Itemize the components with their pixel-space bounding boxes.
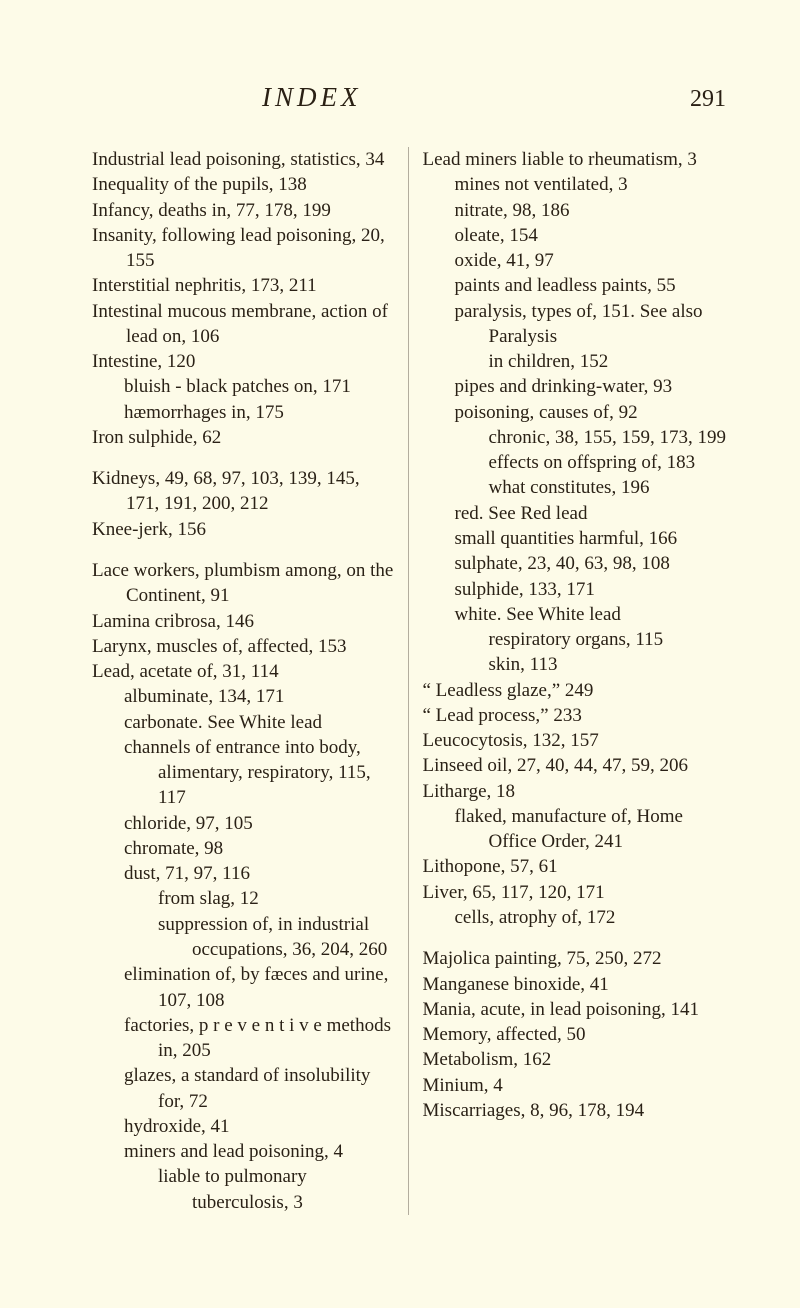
index-entry: Lamina cribrosa, 146 — [92, 609, 398, 634]
index-subentry: oxide, 41, 97 — [423, 248, 729, 273]
index-entry: Leucocytosis, 132, 157 — [423, 728, 729, 753]
index-entry: Metabolism, 162 — [423, 1047, 729, 1072]
spacer — [92, 450, 398, 466]
index-subentry: chromate, 98 — [92, 836, 398, 861]
index-subentry: hæmorrhages in, 175 — [92, 400, 398, 425]
index-subentry: miners and lead poisoning, 4 — [92, 1139, 398, 1164]
index-entry: Inequality of the pupils, 138 — [92, 172, 398, 197]
index-subentry: hydroxide, 41 — [92, 1114, 398, 1139]
header-title: INDEX — [262, 82, 361, 113]
spacer — [423, 930, 729, 946]
index-entry: Kidneys, 49, 68, 97, 103, 139, 145, 171,… — [92, 466, 398, 517]
index-subsubentry: effects on offspring of, 183 — [423, 450, 729, 475]
index-subentry: poisoning, causes of, 92 — [423, 400, 729, 425]
index-subsubentry: what constitutes, 196 — [423, 475, 729, 500]
index-subsubentry: from slag, 12 — [92, 886, 398, 911]
index-subentry: channels of entrance into body, alimenta… — [92, 735, 398, 811]
column-right: Lead miners liable to rheumatism, 3 mine… — [409, 147, 729, 1215]
index-subentry: sulphate, 23, 40, 63, 98, 108 — [423, 551, 729, 576]
index-subentry: sulphide, 133, 171 — [423, 577, 729, 602]
index-subsubentry: liable to pulmonary tuberculosis, 3 — [92, 1164, 398, 1215]
index-entry: Lead, acetate of, 31, 114 — [92, 659, 398, 684]
index-entry: Litharge, 18 — [423, 779, 729, 804]
index-entry: Interstitial nephritis, 173, 211 — [92, 273, 398, 298]
index-subentry: white. See White lead — [423, 602, 729, 627]
index-entry: Intestinal mucous membrane, action of le… — [92, 299, 398, 350]
index-subentry: small quantities harmful, 166 — [423, 526, 729, 551]
index-subentry: mines not ventilated, 3 — [423, 172, 729, 197]
index-entry: Lace workers, plumbism among, on the Con… — [92, 558, 398, 609]
index-subentry: elimination of, by fæces and urine, 107,… — [92, 962, 398, 1013]
index-subsubentry: respiratory organs, 115 — [423, 627, 729, 652]
index-subentry: chloride, 97, 105 — [92, 811, 398, 836]
index-entry: Lithopone, 57, 61 — [423, 854, 729, 879]
index-subentry: oleate, 154 — [423, 223, 729, 248]
index-subentry: bluish - black patches on, 171 — [92, 374, 398, 399]
index-entry: “ Lead process,” 233 — [423, 703, 729, 728]
index-subsubentry: in children, 152 — [423, 349, 729, 374]
index-subentry: factories, p r e v e n t i v e methods i… — [92, 1013, 398, 1064]
index-subsubentry: skin, 113 — [423, 652, 729, 677]
index-entry: Iron sulphide, 62 — [92, 425, 398, 450]
index-entry: Minium, 4 — [423, 1073, 729, 1098]
page: INDEX 291 Industrial lead poisoning, sta… — [0, 0, 800, 1308]
index-entry: Insanity, following lead poisoning, 20, … — [92, 223, 398, 274]
index-entry: Larynx, muscles of, affected, 153 — [92, 634, 398, 659]
index-entry: Majolica painting, 75, 250, 272 — [423, 946, 729, 971]
index-subentry: glazes, a standard of insolubility for, … — [92, 1063, 398, 1114]
index-subsubentry: suppression of, in industrial occupation… — [92, 912, 398, 963]
page-header: INDEX 291 — [92, 82, 728, 113]
index-entry: Industrial lead poisoning, statistics, 3… — [92, 147, 398, 172]
index-entry: Memory, affected, 50 — [423, 1022, 729, 1047]
index-subentry: paints and leadless paints, 55 — [423, 273, 729, 298]
index-entry: Miscarriages, 8, 96, 178, 194 — [423, 1098, 729, 1123]
index-subentry: red. See Red lead — [423, 501, 729, 526]
columns: Industrial lead poisoning, statistics, 3… — [92, 147, 728, 1215]
index-entry: Lead miners liable to rheumatism, 3 — [423, 147, 729, 172]
page-number: 291 — [690, 86, 726, 113]
index-entry: Linseed oil, 27, 40, 44, 47, 59, 206 — [423, 753, 729, 778]
index-entry: Knee-jerk, 156 — [92, 517, 398, 542]
index-subentry: carbonate. See White lead — [92, 710, 398, 735]
index-subentry: pipes and drinking-water, 93 — [423, 374, 729, 399]
index-subentry: paralysis, types of, 151. See also Paral… — [423, 299, 729, 350]
index-entry: “ Leadless glaze,” 249 — [423, 678, 729, 703]
index-subsubentry: chronic, 38, 155, 159, 173, 199 — [423, 425, 729, 450]
index-subentry: flaked, manufacture of, Home Office Orde… — [423, 804, 729, 855]
index-entry: Intestine, 120 — [92, 349, 398, 374]
index-subentry: albuminate, 134, 171 — [92, 684, 398, 709]
index-subentry: nitrate, 98, 186 — [423, 198, 729, 223]
spacer — [92, 542, 398, 558]
index-entry: Mania, acute, in lead poisoning, 141 — [423, 997, 729, 1022]
column-left: Industrial lead poisoning, statistics, 3… — [92, 147, 409, 1215]
index-subentry: dust, 71, 97, 116 — [92, 861, 398, 886]
index-entry: Infancy, deaths in, 77, 178, 199 — [92, 198, 398, 223]
index-subentry: cells, atrophy of, 172 — [423, 905, 729, 930]
index-entry: Liver, 65, 117, 120, 171 — [423, 880, 729, 905]
index-entry: Manganese binoxide, 41 — [423, 972, 729, 997]
